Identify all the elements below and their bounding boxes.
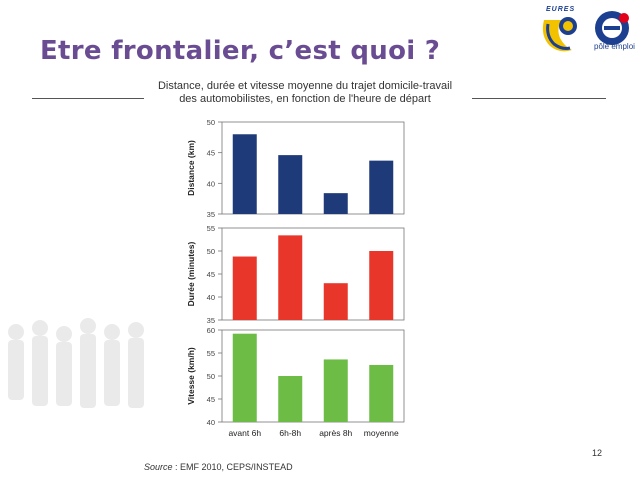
y-axis-label: Durée (minutes) xyxy=(186,241,196,306)
y-tick-label: 55 xyxy=(207,224,215,233)
y-tick-label: 40 xyxy=(207,179,215,188)
x-tick-label: moyenne xyxy=(364,428,399,438)
chart-title-line-2: des automobilistes, en fonction de l'heu… xyxy=(179,93,431,105)
y-tick-label: 40 xyxy=(207,293,215,302)
chart-title: Distance, durée et vitesse moyenne du tr… xyxy=(140,80,470,106)
chart-title-line-1: Distance, durée et vitesse moyenne du tr… xyxy=(157,80,453,92)
bar xyxy=(278,376,303,422)
chart: 35 40 45 50 Distance (km) 35 40 45 50 55 Durée (mi… xyxy=(186,118,405,438)
source-prefix: Source xyxy=(144,462,173,472)
y-tick-label: 60 xyxy=(207,326,215,335)
panel-frame xyxy=(221,121,405,215)
title-rule-left xyxy=(32,98,144,99)
slide-title: Etre frontalier, c’est quoi ? xyxy=(40,36,441,66)
y-tick-label: 55 xyxy=(207,349,215,358)
title-rule-right xyxy=(472,98,606,99)
bar xyxy=(323,193,348,214)
pole-emploi-logo-text: pôle emploi xyxy=(594,42,635,51)
y-axis-label: Vitesse (km/h) xyxy=(186,347,196,405)
bar xyxy=(369,251,394,320)
bar xyxy=(278,235,303,320)
y-tick-label: 50 xyxy=(207,372,215,381)
y-tick-label: 35 xyxy=(207,210,215,219)
eures-logo-text: EURES xyxy=(546,6,576,13)
bar xyxy=(323,359,348,422)
source-note: Source : EMF 2010, CEPS/INSTEAD xyxy=(144,462,293,472)
page-number: 12 xyxy=(592,448,603,458)
y-tick-label: 45 xyxy=(207,149,215,158)
pole-emploi-logo xyxy=(595,11,629,45)
x-tick-label: après 8h xyxy=(319,428,352,438)
y-tick-label: 50 xyxy=(207,118,215,127)
bar xyxy=(369,160,394,214)
y-tick-label: 40 xyxy=(207,418,215,427)
x-tick-label: avant 6h xyxy=(228,428,261,438)
x-tick-label: 6h-8h xyxy=(279,428,301,438)
people-silhouettes xyxy=(8,318,144,408)
y-tick-label: 45 xyxy=(207,270,215,279)
y-axis-label: Distance (km) xyxy=(186,140,196,196)
y-tick-label: 35 xyxy=(207,316,215,325)
bar xyxy=(369,364,394,422)
bar xyxy=(232,134,257,214)
eures-logo xyxy=(542,17,577,52)
y-tick-label: 50 xyxy=(207,247,215,256)
source-text: : EMF 2010, CEPS/INSTEAD xyxy=(172,462,293,472)
bar xyxy=(232,256,257,320)
bar xyxy=(278,155,303,214)
bar xyxy=(323,283,348,320)
y-tick-label: 45 xyxy=(207,395,215,404)
bar xyxy=(232,333,257,422)
